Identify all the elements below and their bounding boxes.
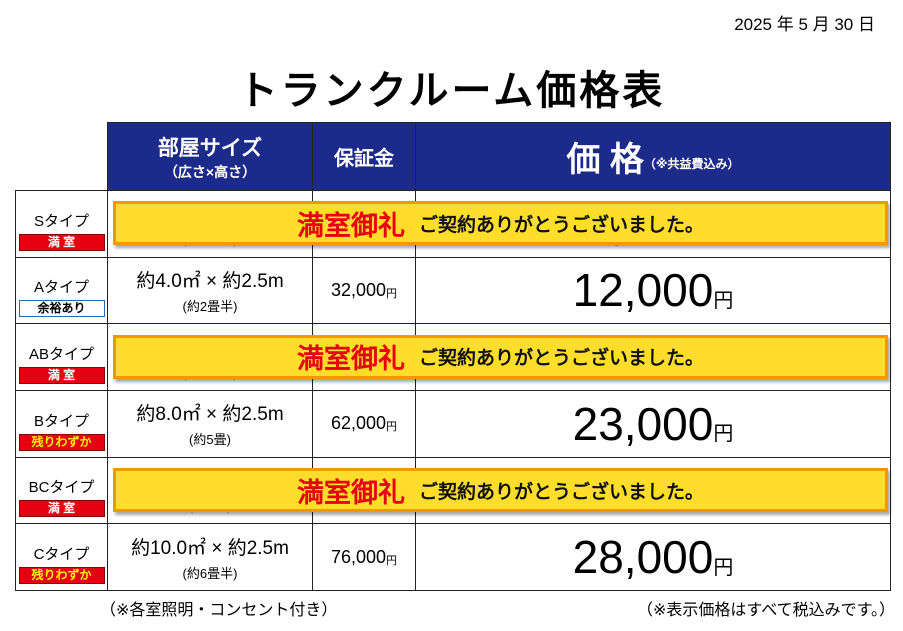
deposit: 62,000 (330, 413, 387, 434)
status-badge: 満 室 (18, 500, 105, 518)
price-cell: 12,000 円 (415, 256, 891, 325)
price: 28,000 (572, 531, 714, 584)
type-name: Bタイプ (33, 412, 89, 430)
header-deposit-label: 保証金 (334, 148, 394, 170)
deposit: 76,000 (330, 546, 387, 567)
status-badge: 満 室 (18, 233, 105, 251)
size-cell: 約8.0㎡ × 約2.5m (約5畳) (107, 390, 313, 458)
type-cell: Sタイプ満 室 (15, 190, 108, 258)
price-unit: 円 (713, 289, 734, 312)
sold-out-banner: 満室御礼 ご契約ありがとうございました。 (113, 201, 888, 246)
type-cell: ABタイプ満 室 (15, 323, 108, 391)
header-deposit: 保証金 (312, 122, 416, 191)
status-badge: 残りわずか (18, 433, 105, 451)
banner-message: ご契約ありがとうございました。 (418, 481, 704, 503)
deposit-unit: 円 (386, 554, 398, 567)
banner-message: ご契約ありがとうございました。 (418, 214, 704, 236)
size: 約10.0㎡ × 約2.5m (131, 537, 289, 559)
deposit-cell: 76,000 円 (312, 523, 416, 591)
date: 2025 年 5 月 30 日 (734, 15, 875, 34)
size-note: (約5畳) (189, 432, 231, 448)
header-size-label: 部屋サイズ (157, 136, 263, 160)
deposit: 32,000 (330, 279, 387, 300)
banner-title: 満室御礼 (296, 210, 405, 241)
type-name: ABタイプ (28, 345, 94, 363)
price: 12,000 (572, 264, 714, 317)
type-name: Cタイプ (33, 545, 90, 563)
header-size: 部屋サイズ （広さ×高さ） (107, 122, 313, 191)
header-size-note: （広さ×高さ） (163, 163, 257, 180)
price: 23,000 (572, 397, 714, 450)
title: トランクルーム価格表 (237, 69, 666, 113)
type-cell: Aタイプ余裕あり (15, 256, 108, 325)
sold-out-banner: 満室御礼 ご契約ありがとうございました。 (113, 468, 888, 512)
size: 約8.0㎡ × 約2.5m (136, 404, 284, 426)
status-badge: 残りわずか (18, 566, 105, 584)
price-unit: 円 (713, 556, 734, 579)
header-price: 価 格 （※共益費込み） (415, 122, 891, 191)
footer-right: （※表示価格はすべて税込みです。） (636, 602, 895, 619)
type-cell: Bタイプ残りわずか (15, 390, 108, 458)
status-badge: 満 室 (18, 366, 105, 384)
size: 約4.0㎡ × 約2.5m (136, 270, 284, 292)
deposit-cell: 32,000 円 (312, 256, 416, 325)
type-cell: Cタイプ残りわずか (15, 523, 108, 591)
banner-title: 満室御礼 (296, 344, 405, 375)
status-badge: 余裕あり (18, 300, 105, 318)
type-name: BCタイプ (28, 479, 95, 497)
price-unit: 円 (713, 423, 734, 446)
banner-title: 満室御礼 (296, 477, 405, 508)
price-cell: 23,000 円 (415, 390, 891, 458)
price-cell: 28,000 円 (415, 523, 891, 591)
deposit-unit: 円 (386, 421, 398, 434)
header-price-note: （※共益費込み） (643, 157, 740, 171)
deposit-cell: 62,000 円 (312, 390, 416, 458)
type-name: Sタイプ (33, 212, 89, 230)
type-cell: BCタイプ満 室 (15, 456, 108, 525)
header-price-label: 価 格 (566, 141, 644, 179)
size-cell: 約10.0㎡ × 約2.5m (約6畳半) (107, 523, 313, 591)
deposit-unit: 円 (386, 287, 398, 300)
banner-message: ご契約ありがとうございました。 (418, 348, 704, 370)
type-name: Aタイプ (33, 279, 89, 297)
sold-out-banner: 満室御礼 ご契約ありがとうございました。 (113, 334, 888, 379)
footer-left: （※各室照明・コンセント付き） (100, 602, 338, 619)
size-note: (約2畳半) (182, 298, 238, 314)
size-note: (約6畳半) (182, 565, 238, 581)
size-cell: 約4.0㎡ × 約2.5m (約2畳半) (107, 256, 313, 325)
